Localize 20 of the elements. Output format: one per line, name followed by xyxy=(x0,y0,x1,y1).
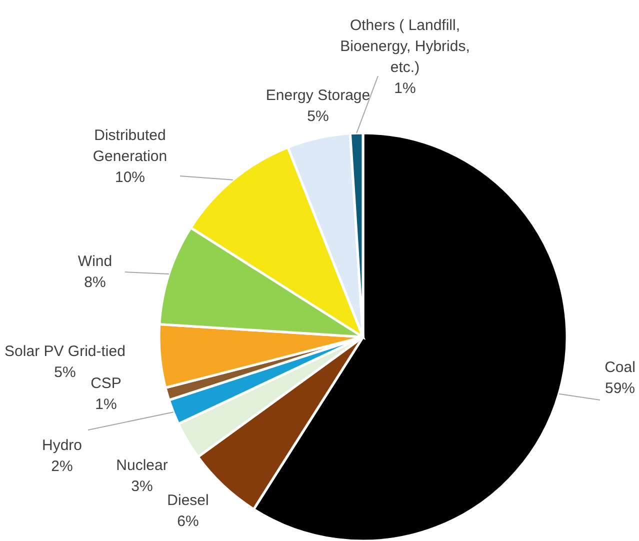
slice-label: Hydro xyxy=(42,437,82,454)
slice-label: Others ( Landfill, Bioenergy, Hybrids, etc.) xyxy=(340,17,470,76)
data-label: 8% xyxy=(84,274,106,291)
data-label: 2% xyxy=(51,458,73,475)
slice-label: Distributed Generation xyxy=(92,127,168,165)
data-label: 5% xyxy=(54,364,76,381)
slice-label: Diesel xyxy=(167,492,209,509)
data-label: 6% xyxy=(177,513,199,530)
data-label: 1% xyxy=(95,396,117,413)
slice-label: Wind xyxy=(78,253,112,270)
data-label: 1% xyxy=(394,80,416,97)
slice-label: CSP xyxy=(90,375,122,392)
data-label: 10% xyxy=(114,169,146,186)
data-label: 3% xyxy=(131,478,153,495)
slice-label: Nuclear xyxy=(116,457,168,474)
data-label: 5% xyxy=(307,108,329,125)
slice-label: Energy Storage xyxy=(266,87,370,104)
slice-label: Solar PV Grid-tied xyxy=(4,343,126,360)
data-label: 59% xyxy=(604,380,636,397)
slice-label: Coal xyxy=(604,359,636,376)
